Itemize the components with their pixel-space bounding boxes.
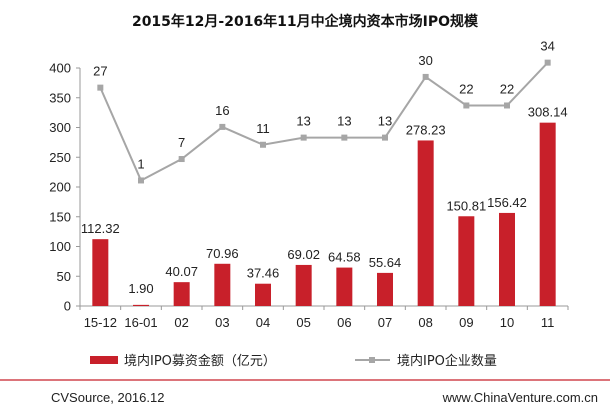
legend-bar-swatch — [90, 356, 118, 364]
count-point — [300, 134, 307, 141]
count-point — [544, 59, 551, 66]
bar — [377, 272, 393, 306]
count-value-label: 22 — [500, 81, 514, 96]
bar — [255, 283, 271, 306]
count-point — [422, 73, 429, 80]
count-value-label: 7 — [178, 135, 185, 150]
bar — [92, 239, 109, 306]
chart-title: 2015年12月-2016年11月中企境内资本市场IPO规模 — [132, 13, 479, 30]
legend-bar-label: 境内IPO募资金额（亿元） — [124, 353, 276, 369]
count-value-label: 16 — [215, 103, 229, 118]
legend-line-marker — [369, 357, 375, 363]
y-tick-label: 200 — [49, 180, 71, 195]
x-tick-label: 07 — [378, 315, 392, 330]
count-point — [260, 141, 266, 148]
count-value-label: 27 — [93, 64, 107, 79]
count-point — [178, 156, 185, 163]
bar-value-label: 156.42 — [487, 195, 527, 210]
count-line — [99, 61, 549, 182]
x-tick-label: 04 — [256, 315, 270, 330]
count-value-label: 13 — [337, 114, 351, 129]
bar-value-label: 1.90 — [128, 281, 153, 296]
line-series — [97, 59, 551, 184]
count-point — [341, 134, 348, 141]
bar-value-label: 37.46 — [247, 266, 280, 281]
bar-value-label: 150.81 — [446, 198, 486, 213]
bar-labels: 112.32 1.90 40.07 70.96 37.46 69.02 64.58 55.64… — [81, 105, 568, 296]
y-axis: 0 50 100 150 200 250 300 350 400 — [49, 61, 81, 314]
x-tick-label: 08 — [418, 315, 432, 330]
x-tick-label: 06 — [337, 315, 351, 330]
bar — [336, 267, 353, 306]
count-value-label: 13 — [296, 114, 310, 129]
line-labels: 27 1 7 16 11 13 13 13 30 22 22 34 — [93, 39, 555, 172]
bar — [133, 304, 149, 306]
bar-value-label: 69.02 — [287, 247, 320, 262]
x-tick-label: 10 — [500, 315, 514, 330]
x-tick-label: 16-01 — [124, 315, 157, 330]
x-tick-label: 11 — [541, 315, 555, 330]
bar — [295, 264, 312, 306]
count-value-label: 13 — [378, 114, 392, 129]
bar — [539, 122, 556, 306]
x-tick-label: 09 — [459, 315, 473, 330]
bar-value-label: 278.23 — [406, 122, 446, 137]
count-value-label: 1 — [137, 156, 144, 171]
x-tick-label: 05 — [296, 315, 310, 330]
bar — [499, 212, 515, 306]
count-point — [219, 123, 226, 130]
count-value-label: 22 — [459, 81, 473, 96]
x-tick-label: 03 — [215, 315, 229, 330]
y-tick-label: 100 — [49, 239, 71, 254]
bar — [173, 282, 190, 306]
bar-value-label: 40.07 — [165, 264, 198, 279]
bar — [417, 140, 434, 306]
count-point — [382, 134, 388, 141]
y-tick-label: 150 — [49, 209, 71, 224]
y-tick-label: 350 — [49, 90, 71, 105]
y-tick-label: 250 — [49, 150, 71, 165]
count-point — [138, 177, 144, 184]
count-point — [504, 102, 510, 109]
bar-value-label: 70.96 — [206, 246, 239, 261]
bar — [458, 216, 475, 306]
x-tick-label: 15-12 — [84, 315, 117, 330]
x-axis: 15-12 16-01 02 03 04 05 06 07 08 09 10 11 — [79, 305, 569, 330]
bar-value-label: 55.64 — [369, 255, 402, 270]
count-point — [97, 84, 104, 91]
y-tick-label: 400 — [49, 61, 71, 76]
count-point — [463, 102, 470, 109]
count-value-label: 34 — [540, 39, 554, 54]
count-value-label: 30 — [418, 53, 432, 68]
y-tick-label: 50 — [57, 269, 71, 284]
bar-value-label: 64.58 — [328, 250, 361, 265]
y-tick-label: 300 — [49, 120, 71, 135]
legend-line-label: 境内IPO企业数量 — [397, 353, 497, 369]
website-text: www.ChinaVenture.com.cn — [442, 390, 598, 405]
bar — [214, 263, 231, 306]
bar-series — [92, 122, 556, 306]
bar-value-label: 112.32 — [81, 221, 120, 236]
x-tick-label: 02 — [174, 315, 188, 330]
bar-value-label: 308.14 — [528, 105, 568, 120]
count-value-label: 11 — [256, 121, 270, 136]
y-tick-label: 0 — [64, 299, 71, 314]
source-text: CVSource, 2016.12 — [51, 390, 164, 405]
legend: 境内IPO募资金额（亿元） 境内IPO企业数量 — [90, 353, 497, 369]
